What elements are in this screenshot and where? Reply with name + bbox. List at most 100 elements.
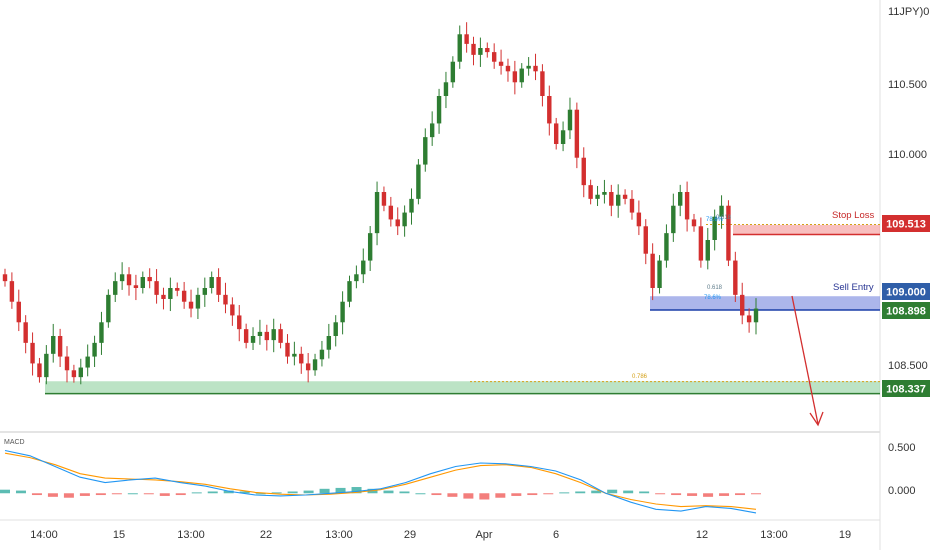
candle-body xyxy=(395,219,400,227)
candle-body xyxy=(602,192,607,195)
macd-histogram-bar xyxy=(495,493,506,498)
candle-body xyxy=(560,130,566,144)
candle-body xyxy=(216,277,221,295)
macd-histogram-bar xyxy=(463,493,474,499)
candle-body xyxy=(581,157,586,186)
candle-body xyxy=(113,281,118,295)
candle-body xyxy=(595,194,600,199)
time-label-0: 14:00 xyxy=(30,529,58,541)
macd-tick-0000: 0.000 xyxy=(888,485,916,497)
candle-body xyxy=(664,233,669,261)
time-label-1: 15 xyxy=(113,529,125,541)
candle-body xyxy=(616,194,621,206)
macd-tick-0500: 0.500 xyxy=(888,442,916,454)
candle-body xyxy=(85,356,90,368)
candle-body xyxy=(450,61,456,83)
time-label-3: 22 xyxy=(260,529,272,541)
macd-histogram-bar xyxy=(0,489,10,494)
macd-histogram-bar xyxy=(703,493,714,497)
macd-histogram-bar xyxy=(687,493,698,496)
candle-body xyxy=(2,274,8,282)
candle-body xyxy=(526,65,531,69)
price-tag-stop-loss-text: 109.513 xyxy=(886,219,926,231)
price-tag-stop-loss: 109.513 xyxy=(882,215,930,232)
macd-histogram-bar xyxy=(639,491,650,494)
candle-body xyxy=(657,260,662,288)
candle-body xyxy=(733,260,738,295)
candle-body xyxy=(161,294,166,299)
candle-body xyxy=(9,281,15,302)
macd-histogram-bar xyxy=(63,493,74,498)
macd-histogram-bar xyxy=(255,493,266,495)
candle-body xyxy=(533,65,538,72)
fib-0786-c: 0.786 xyxy=(632,374,648,380)
candle-body xyxy=(409,198,414,213)
candle-body xyxy=(691,219,697,227)
candle-body xyxy=(271,329,276,341)
time-label-2: 13:00 xyxy=(177,529,205,541)
candle-body xyxy=(147,277,152,282)
time-label-9: 13:00 xyxy=(760,529,788,541)
candle-body xyxy=(505,65,511,72)
candle-body xyxy=(464,34,469,44)
macd-histogram-bar xyxy=(47,493,58,497)
price-tag-sell-entry-text: 109.000 xyxy=(886,287,926,299)
symbol-partial: 11JPY)0 xyxy=(888,6,929,18)
price-tag-support: 108.337 xyxy=(882,380,930,397)
candle-body xyxy=(381,192,387,206)
candle-body xyxy=(319,349,325,360)
candle-body xyxy=(478,48,483,55)
candle-body xyxy=(305,363,311,371)
macd-histogram-bar xyxy=(479,493,490,500)
macd-histogram-bar xyxy=(175,493,186,496)
macd-histogram-bar xyxy=(239,491,250,494)
candle-body xyxy=(71,370,77,378)
candle-body xyxy=(202,288,208,295)
candle-body xyxy=(671,205,676,234)
candle-body xyxy=(237,315,242,330)
macd-histogram-bar xyxy=(319,488,330,494)
fib-0618-b: 0.618 xyxy=(707,285,723,291)
candle-body xyxy=(285,342,290,357)
macd-histogram-bar xyxy=(431,493,442,496)
macd-histogram-bar xyxy=(623,490,634,494)
time-label-8: 12 xyxy=(696,529,708,541)
candle-body xyxy=(553,123,559,144)
candle-body xyxy=(547,96,552,124)
macd-histogram-bar xyxy=(655,493,666,495)
candle-body xyxy=(168,288,173,299)
macd-histogram-bar xyxy=(127,493,138,495)
candle-body xyxy=(512,71,518,83)
candle-body xyxy=(443,82,449,96)
candle-body xyxy=(312,359,318,371)
sell-entry-label: Sell Entry xyxy=(833,282,874,293)
macd-label: MACD xyxy=(4,439,25,446)
time-label-4: 13:00 xyxy=(325,529,353,541)
candle-body xyxy=(16,301,21,323)
candle-body xyxy=(78,367,83,378)
fib-0618-a: 0.618 xyxy=(716,215,732,221)
macd-histogram-bar xyxy=(159,493,170,496)
candle-body xyxy=(622,194,628,199)
candle-body xyxy=(292,353,297,357)
candle-body xyxy=(340,301,345,323)
candle-body xyxy=(678,192,683,206)
macd-histogram-bar xyxy=(31,493,42,496)
fib-786-b: 78.6% xyxy=(704,295,722,301)
candle-body xyxy=(567,109,573,131)
stop-loss-zone xyxy=(733,224,880,235)
candle-body xyxy=(519,68,524,83)
macd-histogram-bar xyxy=(543,493,554,495)
candle-body xyxy=(257,331,263,336)
candle-body xyxy=(636,212,642,227)
candle-body xyxy=(361,260,366,275)
candle-body xyxy=(326,336,332,350)
price-tick-110500: 110.500 xyxy=(888,79,927,91)
candle-body xyxy=(423,137,428,165)
candle-body xyxy=(243,329,249,343)
support-zone xyxy=(45,381,880,394)
candle-body xyxy=(643,226,648,254)
candle-body xyxy=(374,192,380,234)
candle-body xyxy=(705,240,710,261)
